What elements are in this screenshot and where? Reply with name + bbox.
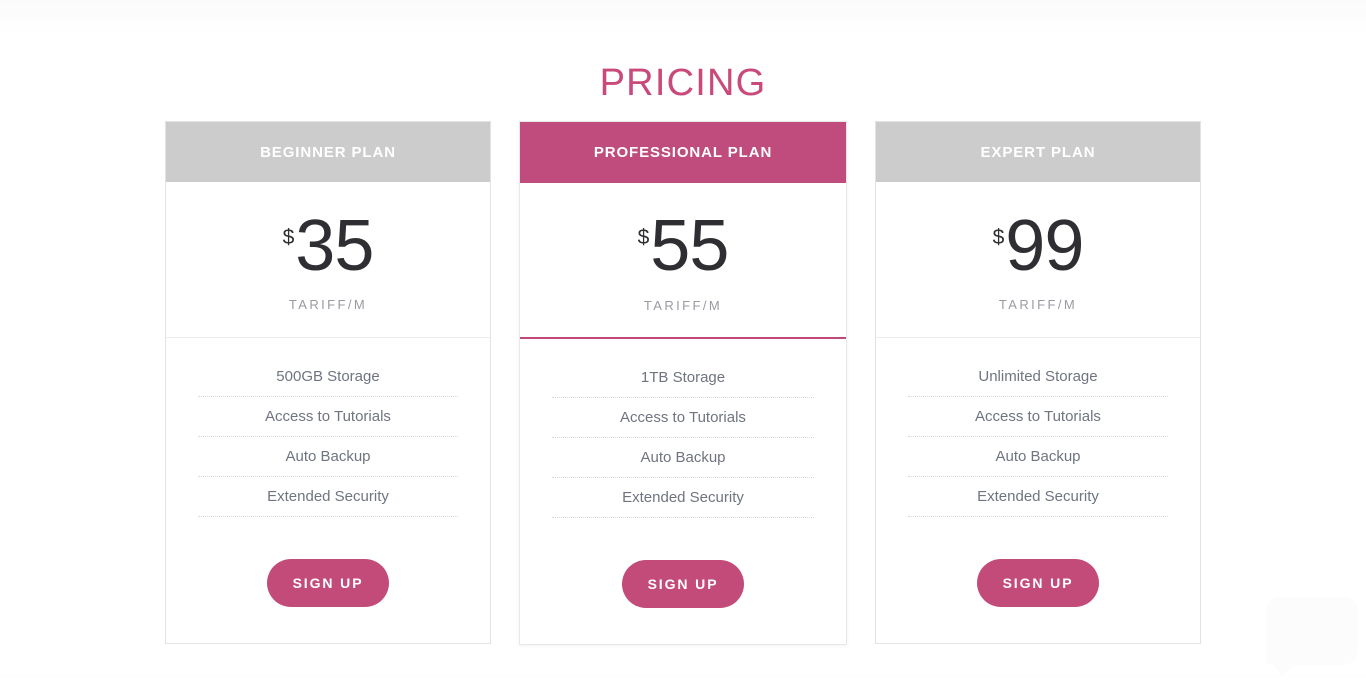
- price-period: TARIFF/M: [288, 297, 368, 313]
- price-block-expert: $ 99 TARIFF/M: [876, 182, 1200, 338]
- cta-wrapper: SIGN UP: [876, 528, 1200, 643]
- card-header-beginner: BEGINNER PLAN: [166, 122, 490, 182]
- price-amount: 55: [650, 206, 729, 287]
- price-period: TARIFF/M: [998, 297, 1078, 313]
- feature-item: Extended Security: [198, 488, 458, 517]
- chat-bubble-icon: [1266, 597, 1358, 676]
- feature-item: Extended Security: [552, 489, 814, 518]
- price-amount: 99: [1005, 205, 1084, 286]
- feature-item: Extended Security: [908, 488, 1168, 517]
- price-row: $ 55: [637, 206, 730, 287]
- price-amount: 35: [295, 205, 374, 286]
- feature-item: Auto Backup: [198, 448, 458, 477]
- currency-symbol: $: [637, 226, 650, 250]
- price-period: TARIFF/M: [643, 297, 723, 313]
- plan-name: EXPERT PLAN: [980, 143, 1096, 161]
- price-row: $ 99: [992, 205, 1085, 286]
- feature-item: Auto Backup: [552, 449, 814, 478]
- page-title: PRICING: [599, 62, 767, 105]
- sign-up-button-beginner[interactable]: SIGN UP: [266, 559, 390, 607]
- feature-list-professional: 1TB Storage Access to Tutorials Auto Bac…: [520, 339, 846, 518]
- cta-wrapper: SIGN UP: [166, 528, 490, 643]
- currency-symbol: $: [992, 225, 1005, 249]
- price-row: $ 35: [282, 205, 375, 286]
- background-divider-line: [0, 676, 1366, 677]
- cta-wrapper: SIGN UP: [520, 529, 846, 644]
- plan-name: BEGINNER PLAN: [260, 143, 396, 161]
- pricing-cards-container: BEGINNER PLAN $ 35 TARIFF/M 500GB Storag…: [165, 121, 1201, 645]
- feature-item: 500GB Storage: [198, 368, 458, 397]
- price-block-beginner: $ 35 TARIFF/M: [166, 182, 490, 338]
- feature-item: Unlimited Storage: [908, 368, 1168, 397]
- sign-up-button-professional[interactable]: SIGN UP: [621, 560, 745, 608]
- feature-list-beginner: 500GB Storage Access to Tutorials Auto B…: [166, 338, 490, 517]
- card-header-professional: PROFESSIONAL PLAN: [520, 122, 846, 183]
- card-header-expert: EXPERT PLAN: [876, 122, 1200, 182]
- background-texture-top: [0, 0, 1366, 34]
- feature-item: Access to Tutorials: [198, 408, 458, 437]
- price-block-professional: $ 55 TARIFF/M: [520, 183, 846, 339]
- feature-item: Access to Tutorials: [552, 409, 814, 438]
- feature-item: 1TB Storage: [552, 369, 814, 398]
- pricing-card-professional: PROFESSIONAL PLAN $ 55 TARIFF/M 1TB Stor…: [519, 121, 847, 645]
- feature-list-expert: Unlimited Storage Access to Tutorials Au…: [876, 338, 1200, 517]
- sign-up-button-expert[interactable]: SIGN UP: [976, 559, 1100, 607]
- feature-item: Auto Backup: [908, 448, 1168, 477]
- plan-name: PROFESSIONAL PLAN: [593, 144, 773, 161]
- feature-item: Access to Tutorials: [908, 408, 1168, 437]
- pricing-card-expert: EXPERT PLAN $ 99 TARIFF/M Unlimited Stor…: [875, 121, 1201, 644]
- currency-symbol: $: [282, 225, 295, 249]
- pricing-card-beginner: BEGINNER PLAN $ 35 TARIFF/M 500GB Storag…: [165, 121, 491, 644]
